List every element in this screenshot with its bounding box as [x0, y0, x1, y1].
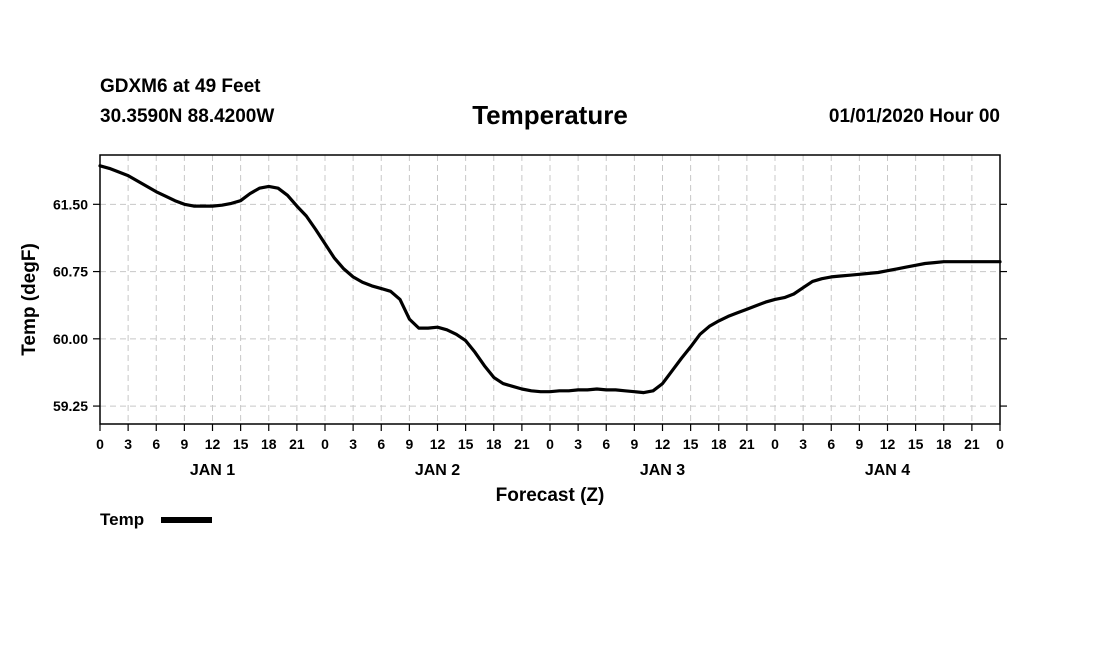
axis-labels: 0 3 6 9 12 15 18 21 0 3 6 9 12 15 18 21 0 3 6 9 12 15 18 21 0 3 6 9… — [53, 196, 1004, 479]
grid-lines — [100, 155, 1000, 424]
x-tick-label: 21 — [964, 436, 980, 452]
x-tick-label: 18 — [936, 436, 952, 452]
chart-title: Temperature — [472, 100, 628, 130]
x-tick-label: 18 — [261, 436, 277, 452]
legend: Temp — [100, 510, 212, 529]
y-tick-label: 61.50 — [53, 196, 88, 212]
x-tick-label: 3 — [574, 436, 582, 452]
x-tick-label: 0 — [546, 436, 554, 452]
x-tick-label: 9 — [855, 436, 863, 452]
x-tick-label: 15 — [683, 436, 699, 452]
x-tick-label: 0 — [771, 436, 779, 452]
day-label: JAN 2 — [415, 462, 460, 479]
x-tick-label: 15 — [458, 436, 474, 452]
station-label: GDXM6 at 49 Feet — [100, 76, 261, 97]
legend-label-temp: Temp — [100, 510, 144, 529]
x-tick-label: 0 — [321, 436, 329, 452]
coordinates-label: 30.3590N 88.4200W — [100, 106, 275, 127]
x-tick-label: 21 — [289, 436, 305, 452]
x-tick-label: 15 — [908, 436, 924, 452]
x-tick-label: 12 — [205, 436, 221, 452]
axis-ticks — [93, 203, 1007, 431]
x-tick-label: 3 — [349, 436, 357, 452]
plot-frame — [99, 154, 1001, 425]
x-tick-label: 12 — [430, 436, 446, 452]
x-tick-label: 0 — [996, 436, 1004, 452]
series-layer — [98, 164, 1002, 395]
x-tick-label: 0 — [96, 436, 104, 452]
x-tick-label: 6 — [152, 436, 160, 452]
x-tick-label: 9 — [405, 436, 413, 452]
x-tick-label: 12 — [880, 436, 896, 452]
y-tick-label: 60.75 — [53, 264, 88, 280]
x-tick-label: 9 — [630, 436, 638, 452]
x-tick-label: 6 — [827, 436, 835, 452]
x-tick-label: 6 — [377, 436, 385, 452]
y-axis-title: Temp (degF) — [19, 243, 40, 356]
x-tick-label: 18 — [486, 436, 502, 452]
x-tick-label: 15 — [233, 436, 249, 452]
x-tick-label: 18 — [711, 436, 727, 452]
day-label: JAN 4 — [865, 462, 910, 479]
y-tick-label: 59.25 — [53, 398, 88, 414]
y-tick-label: 60.00 — [53, 331, 88, 347]
x-tick-label: 6 — [602, 436, 610, 452]
x-tick-label: 21 — [739, 436, 755, 452]
x-axis-title: Forecast (Z) — [496, 485, 605, 506]
x-tick-label: 12 — [655, 436, 671, 452]
x-tick-label: 3 — [799, 436, 807, 452]
day-label: JAN 1 — [190, 462, 235, 479]
datetime-label: 01/01/2020 Hour 00 — [828, 106, 1000, 127]
x-tick-label: 21 — [514, 436, 530, 452]
x-tick-label: 9 — [180, 436, 188, 452]
series-line-temp — [98, 164, 1002, 395]
day-label: JAN 3 — [640, 462, 685, 479]
x-tick-label: 3 — [124, 436, 132, 452]
